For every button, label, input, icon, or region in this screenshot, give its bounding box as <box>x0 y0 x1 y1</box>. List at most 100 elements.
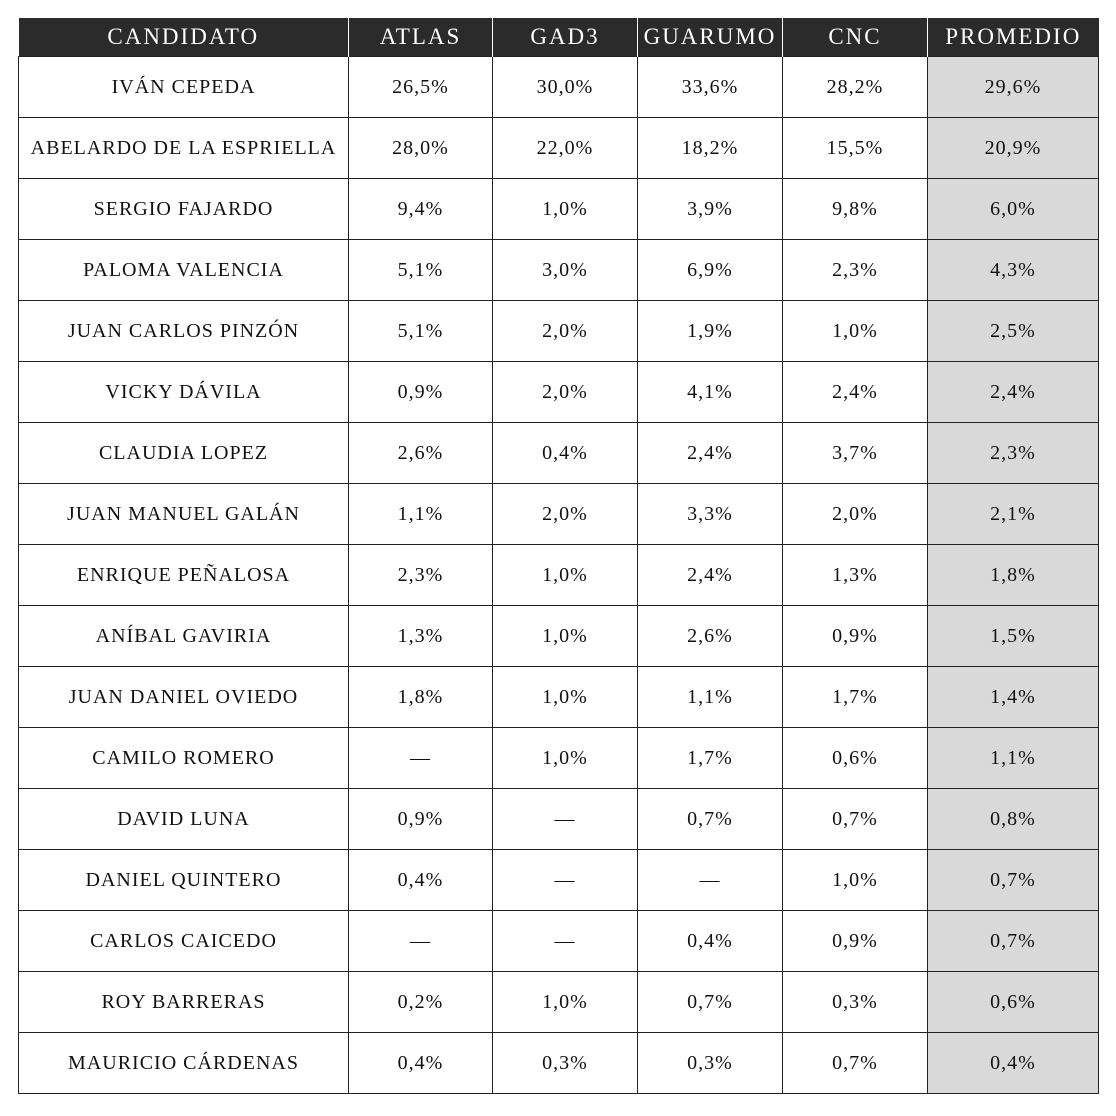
average-cell: 1,8% <box>927 544 1099 606</box>
poll-cell: 1,3% <box>782 544 928 606</box>
poll-cell: 6,9% <box>637 239 783 301</box>
average-cell: 0,7% <box>927 849 1099 911</box>
candidate-name: JUAN MANUEL GALÁN <box>18 483 349 545</box>
average-cell: 29,6% <box>927 56 1099 118</box>
header-cell: GUARUMO <box>637 18 783 57</box>
poll-cell: 3,0% <box>492 239 638 301</box>
table-row: JUAN DANIEL OVIEDO 1,8% 1,0% 1,1% 1,7% 1,4% <box>18 666 1099 728</box>
candidate-name: VICKY DÁVILA <box>18 361 349 423</box>
candidate-name: PALOMA VALENCIA <box>18 239 349 301</box>
candidate-name: ENRIQUE PEÑALOSA <box>18 544 349 606</box>
poll-cell: 1,9% <box>637 300 783 362</box>
poll-cell: 2,4% <box>637 422 783 484</box>
poll-cell: 1,8% <box>348 666 493 728</box>
poll-cell: 5,1% <box>348 300 493 362</box>
candidate-name: JUAN DANIEL OVIEDO <box>18 666 349 728</box>
header-cell: PROMEDIO <box>927 18 1099 57</box>
poll-cell: 3,9% <box>637 178 783 240</box>
poll-cell: 0,4% <box>348 1032 493 1094</box>
poll-cell: 30,0% <box>492 56 638 118</box>
poll-cell: 2,0% <box>782 483 928 545</box>
table-row: CARLOS CAICEDO — —0,4% 0,9% 0,7% <box>18 910 1099 972</box>
poll-cell: 2,6% <box>637 605 783 667</box>
poll-cell: 26,5% <box>348 56 493 118</box>
average-cell: 2,1% <box>927 483 1099 545</box>
candidate-name: CARLOS CAICEDO <box>18 910 349 972</box>
poll-cell: 2,3% <box>348 544 493 606</box>
candidate-name: ROY BARRERAS <box>18 971 349 1033</box>
table-row: IVÁN CEPEDA 26,5% 30,0% 33,6% 28,2% 29,6% <box>18 56 1099 118</box>
poll-cell: 2,3% <box>782 239 928 301</box>
average-cell: 1,5% <box>927 605 1099 667</box>
candidate-name: DAVID LUNA <box>18 788 349 850</box>
poll-cell: 22,0% <box>492 117 638 179</box>
poll-cell: 28,0% <box>348 117 493 179</box>
poll-cell: 9,8% <box>782 178 928 240</box>
poll-cell: — <box>348 727 493 789</box>
candidate-name: MAURICIO CÁRDENAS <box>18 1032 349 1094</box>
header-cell: ATLAS <box>348 18 493 57</box>
poll-cell: 1,7% <box>637 727 783 789</box>
poll-cell: 33,6% <box>637 56 783 118</box>
poll-cell: — <box>492 910 638 972</box>
table-row: DAVID LUNA 0,9% —0,7% 0,7% 0,8% <box>18 788 1099 850</box>
poll-cell: 0,9% <box>348 788 493 850</box>
candidate-name: SERGIO FAJARDO <box>18 178 349 240</box>
table-row: DANIEL QUINTERO 0,4% — —1,0% 0,7% <box>18 849 1099 911</box>
poll-cell: 0,4% <box>637 910 783 972</box>
poll-table: CANDIDATO ATLAS GAD3 GUARUMO CNC PROMEDIO IVÁ… <box>18 18 1099 1094</box>
table-row: CAMILO ROMERO —1,0% 1,7% 0,6% 1,1% <box>18 727 1099 789</box>
poll-cell: 0,3% <box>637 1032 783 1094</box>
poll-cell: 0,3% <box>782 971 928 1033</box>
average-cell: 2,5% <box>927 300 1099 362</box>
candidate-name: ANÍBAL GAVIRIA <box>18 605 349 667</box>
candidate-name: CAMILO ROMERO <box>18 727 349 789</box>
table-row: PALOMA VALENCIA 5,1% 3,0% 6,9% 2,3% 4,3% <box>18 239 1099 301</box>
poll-cell: 1,0% <box>492 666 638 728</box>
poll-cell: 1,0% <box>492 605 638 667</box>
poll-cell: 4,1% <box>637 361 783 423</box>
table-body: IVÁN CEPEDA 26,5% 30,0% 33,6% 28,2% 29,6% ABEL… <box>18 56 1099 1094</box>
average-cell: 6,0% <box>927 178 1099 240</box>
poll-cell: 0,9% <box>782 910 928 972</box>
table-row: ROY BARRERAS 0,2% 1,0% 0,7% 0,3% 0,6% <box>18 971 1099 1033</box>
average-cell: 2,4% <box>927 361 1099 423</box>
poll-cell: 3,3% <box>637 483 783 545</box>
poll-cell: 0,9% <box>782 605 928 667</box>
poll-cell: 0,7% <box>782 788 928 850</box>
poll-cell: 1,1% <box>637 666 783 728</box>
poll-cell: 1,0% <box>492 544 638 606</box>
candidate-name: JUAN CARLOS PINZÓN <box>18 300 349 362</box>
poll-cell: 2,4% <box>782 361 928 423</box>
table-row: MAURICIO CÁRDENAS 0,4% 0,3% 0,3% 0,7% 0,4% <box>18 1032 1099 1094</box>
poll-cell: 1,7% <box>782 666 928 728</box>
table-row: ENRIQUE PEÑALOSA 2,3% 1,0% 2,4% 1,3% 1,8% <box>18 544 1099 606</box>
poll-cell: 0,2% <box>348 971 493 1033</box>
poll-cell: 1,0% <box>782 300 928 362</box>
poll-cell: 0,9% <box>348 361 493 423</box>
poll-cell: 0,7% <box>637 788 783 850</box>
table-row: CLAUDIA LOPEZ 2,6% 0,4% 2,4% 3,7% 2,3% <box>18 422 1099 484</box>
header-cell: CANDIDATO <box>18 18 349 57</box>
average-cell: 0,6% <box>927 971 1099 1033</box>
poll-cell: 2,6% <box>348 422 493 484</box>
average-cell: 4,3% <box>927 239 1099 301</box>
poll-cell: 9,4% <box>348 178 493 240</box>
table-row: ABELARDO DE LA ESPRIELLA 28,0% 22,0% 18,2% 1… <box>18 117 1099 179</box>
poll-cell: 0,4% <box>492 422 638 484</box>
poll-cell: 1,0% <box>492 727 638 789</box>
poll-cell: — <box>348 910 493 972</box>
poll-cell: 1,3% <box>348 605 493 667</box>
poll-cell: 15,5% <box>782 117 928 179</box>
poll-cell: 0,4% <box>348 849 493 911</box>
average-cell: 1,4% <box>927 666 1099 728</box>
poll-cell: 1,0% <box>492 178 638 240</box>
poll-cell: 0,7% <box>782 1032 928 1094</box>
poll-cell: 28,2% <box>782 56 928 118</box>
poll-cell: 5,1% <box>348 239 493 301</box>
table-row: JUAN MANUEL GALÁN 1,1% 2,0% 3,3% 2,0% 2,1% <box>18 483 1099 545</box>
table-row: ANÍBAL GAVIRIA 1,3% 1,0% 2,6% 0,9% 1,5% <box>18 605 1099 667</box>
average-cell: 0,7% <box>927 910 1099 972</box>
poll-cell: — <box>492 849 638 911</box>
